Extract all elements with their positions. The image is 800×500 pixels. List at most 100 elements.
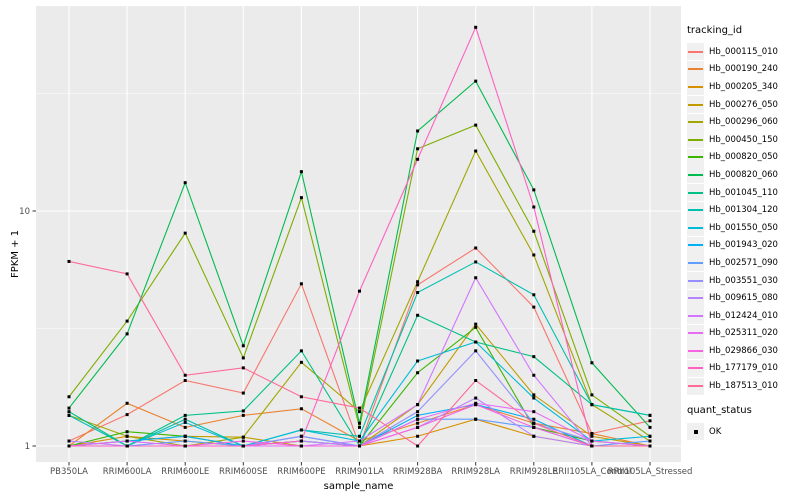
legend-key (687, 342, 704, 360)
data-point (125, 332, 129, 336)
data-point (416, 371, 420, 375)
legend-item-label: Hb_012424_010 (709, 310, 778, 321)
legend-key (687, 43, 704, 61)
data-point (532, 434, 536, 438)
legend-item-label: Hb_001550_050 (709, 222, 778, 233)
data-point (183, 181, 187, 185)
data-point (416, 421, 420, 425)
x-axis-title: sample_name (323, 481, 394, 492)
data-point (125, 413, 129, 417)
data-point (532, 396, 536, 400)
data-point (299, 282, 303, 286)
data-point (416, 410, 420, 414)
data-point (532, 293, 536, 297)
legend-item-label: Hb_029866_030 (709, 345, 778, 356)
legend-item-Hb_001943_020: Hb_001943_020 (687, 236, 799, 255)
data-point (125, 439, 129, 443)
data-point (532, 188, 536, 192)
data-point (241, 413, 245, 417)
data-point (416, 147, 420, 151)
data-point (532, 421, 536, 425)
legend-item-label: Hb_187513_010 (709, 381, 778, 392)
x-tick-label: RRIM600LE (161, 467, 209, 477)
data-point (416, 157, 420, 161)
data-point (416, 280, 420, 284)
legend-item-label: Hb_003551_030 (709, 275, 778, 286)
data-point (183, 231, 187, 235)
data-point (532, 425, 536, 429)
data-point (183, 425, 187, 429)
data-point (474, 349, 478, 353)
data-point (590, 361, 594, 365)
data-point (416, 413, 420, 417)
x-tick-label: RRIM600LA (103, 467, 152, 477)
legend-color-items: Hb_000115_010 Hb_000190_240 Hb_000205_340 H… (687, 43, 799, 395)
data-point (299, 434, 303, 438)
data-point (358, 410, 361, 414)
line-swatch-icon (688, 244, 703, 247)
line-swatch-icon (688, 156, 703, 159)
data-point (358, 434, 361, 438)
legend-item-Hb_000205_340: Hb_000205_340 (687, 78, 799, 96)
data-point (648, 444, 652, 448)
line-swatch-icon (688, 191, 703, 194)
data-point (474, 25, 478, 29)
data-point (532, 393, 536, 397)
legend-item-Hb_187513_010: Hb_187513_010 (687, 377, 799, 395)
data-point (474, 149, 478, 153)
data-point (358, 439, 361, 443)
legend-item-Hb_000820_060: Hb_000820_060 (687, 166, 799, 184)
legend-item-label: Hb_000276_050 (709, 99, 778, 110)
data-point (241, 366, 245, 370)
legend-item-Hb_000190_240: Hb_000190_240 (687, 60, 799, 79)
data-point (416, 417, 420, 421)
legend-item-label: Hb_002571_090 (709, 257, 778, 268)
legend-item-label: Hb_000820_060 (709, 169, 778, 180)
line-swatch-icon (688, 332, 703, 335)
data-point (590, 434, 594, 438)
data-point (416, 403, 420, 407)
data-point (532, 253, 536, 257)
data-point (125, 444, 129, 448)
legend-item-label: Hb_001943_020 (709, 240, 778, 251)
data-point (474, 417, 478, 421)
data-point (67, 413, 71, 417)
data-point (125, 272, 129, 276)
data-point (358, 425, 361, 429)
x-tick-label: RRIM600SE (219, 467, 268, 477)
data-point (125, 319, 129, 323)
data-point (590, 432, 594, 436)
legend-item-Hb_001550_050: Hb_001550_050 (687, 219, 799, 237)
x-tick-label: RRIM901LA (335, 467, 384, 477)
legend-item-label: Hb_000115_010 (709, 46, 778, 57)
data-point (183, 420, 187, 424)
line-swatch-icon (688, 138, 703, 141)
legend-item-label: Hb_000205_340 (709, 81, 778, 92)
legend-key (687, 377, 704, 395)
legend-item-Hb_001045_110: Hb_001045_110 (687, 184, 799, 202)
line-swatch-icon (688, 173, 703, 176)
data-point (416, 313, 420, 317)
data-point (299, 428, 303, 432)
legend-title-tracking-id: tracking_id (687, 25, 743, 36)
data-point (648, 425, 652, 429)
data-point (474, 396, 478, 400)
legend-key (687, 254, 704, 272)
data-point (648, 419, 652, 423)
data-point (183, 417, 187, 421)
legend-item-label: Hb_000820_050 (709, 152, 778, 163)
data-point (416, 283, 420, 287)
y-axis-title: FPKM + 1 (10, 229, 21, 278)
legend-key (687, 201, 704, 219)
legend-item-ok: OK (687, 423, 799, 441)
y-tick-label: 10 (19, 207, 30, 217)
legend-key (687, 166, 704, 184)
data-point (299, 170, 303, 174)
legend-key (687, 148, 704, 166)
line-swatch-icon (688, 385, 703, 388)
legend-key (687, 219, 704, 237)
data-point (299, 360, 303, 364)
data-point (299, 407, 303, 411)
